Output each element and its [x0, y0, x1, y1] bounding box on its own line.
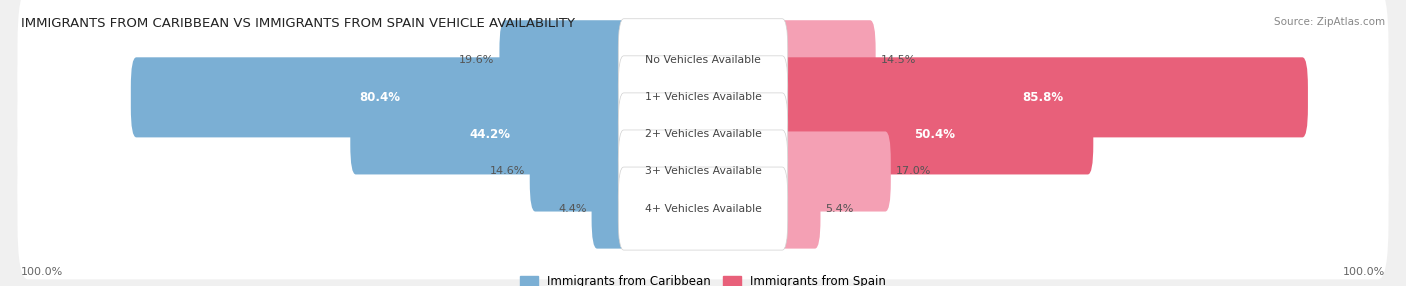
- FancyBboxPatch shape: [776, 168, 821, 249]
- Text: IMMIGRANTS FROM CARIBBEAN VS IMMIGRANTS FROM SPAIN VEHICLE AVAILABILITY: IMMIGRANTS FROM CARIBBEAN VS IMMIGRANTS …: [21, 17, 575, 30]
- FancyBboxPatch shape: [776, 132, 891, 212]
- FancyBboxPatch shape: [17, 27, 1389, 168]
- Text: 14.5%: 14.5%: [880, 55, 915, 65]
- FancyBboxPatch shape: [17, 0, 1389, 131]
- Text: 100.0%: 100.0%: [21, 267, 63, 277]
- Legend: Immigrants from Caribbean, Immigrants from Spain: Immigrants from Caribbean, Immigrants fr…: [516, 270, 890, 286]
- FancyBboxPatch shape: [592, 168, 630, 249]
- FancyBboxPatch shape: [619, 93, 787, 176]
- FancyBboxPatch shape: [776, 94, 1094, 174]
- Text: 50.4%: 50.4%: [914, 128, 956, 141]
- Text: 44.2%: 44.2%: [470, 128, 510, 141]
- FancyBboxPatch shape: [619, 56, 787, 139]
- Text: 1+ Vehicles Available: 1+ Vehicles Available: [644, 92, 762, 102]
- Text: 5.4%: 5.4%: [825, 204, 853, 214]
- FancyBboxPatch shape: [619, 130, 787, 213]
- Text: 4.4%: 4.4%: [558, 204, 586, 214]
- Text: Source: ZipAtlas.com: Source: ZipAtlas.com: [1274, 17, 1385, 27]
- FancyBboxPatch shape: [530, 132, 630, 212]
- Text: 19.6%: 19.6%: [460, 55, 495, 65]
- Text: 14.6%: 14.6%: [489, 166, 524, 176]
- Text: 100.0%: 100.0%: [1343, 267, 1385, 277]
- FancyBboxPatch shape: [17, 138, 1389, 279]
- Text: No Vehicles Available: No Vehicles Available: [645, 55, 761, 65]
- FancyBboxPatch shape: [350, 94, 630, 174]
- FancyBboxPatch shape: [17, 63, 1389, 205]
- FancyBboxPatch shape: [619, 19, 787, 102]
- FancyBboxPatch shape: [17, 101, 1389, 242]
- Text: 85.8%: 85.8%: [1022, 91, 1063, 104]
- Text: 17.0%: 17.0%: [896, 166, 931, 176]
- Text: 4+ Vehicles Available: 4+ Vehicles Available: [644, 204, 762, 214]
- FancyBboxPatch shape: [131, 57, 630, 137]
- Text: 2+ Vehicles Available: 2+ Vehicles Available: [644, 130, 762, 139]
- Text: 3+ Vehicles Available: 3+ Vehicles Available: [644, 166, 762, 176]
- FancyBboxPatch shape: [619, 167, 787, 250]
- Text: 80.4%: 80.4%: [360, 91, 401, 104]
- FancyBboxPatch shape: [499, 20, 630, 100]
- FancyBboxPatch shape: [776, 20, 876, 100]
- FancyBboxPatch shape: [776, 57, 1308, 137]
